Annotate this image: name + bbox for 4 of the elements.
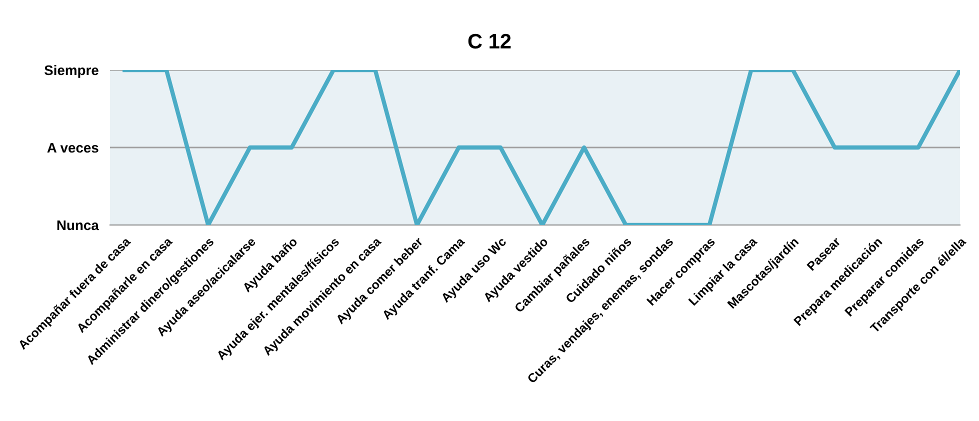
chart-title: C 12 [468, 34, 511, 49]
category-label: A veces [47, 142, 98, 153]
category-label: Nunca [57, 220, 99, 230]
category-label: Siempre [44, 64, 98, 78]
